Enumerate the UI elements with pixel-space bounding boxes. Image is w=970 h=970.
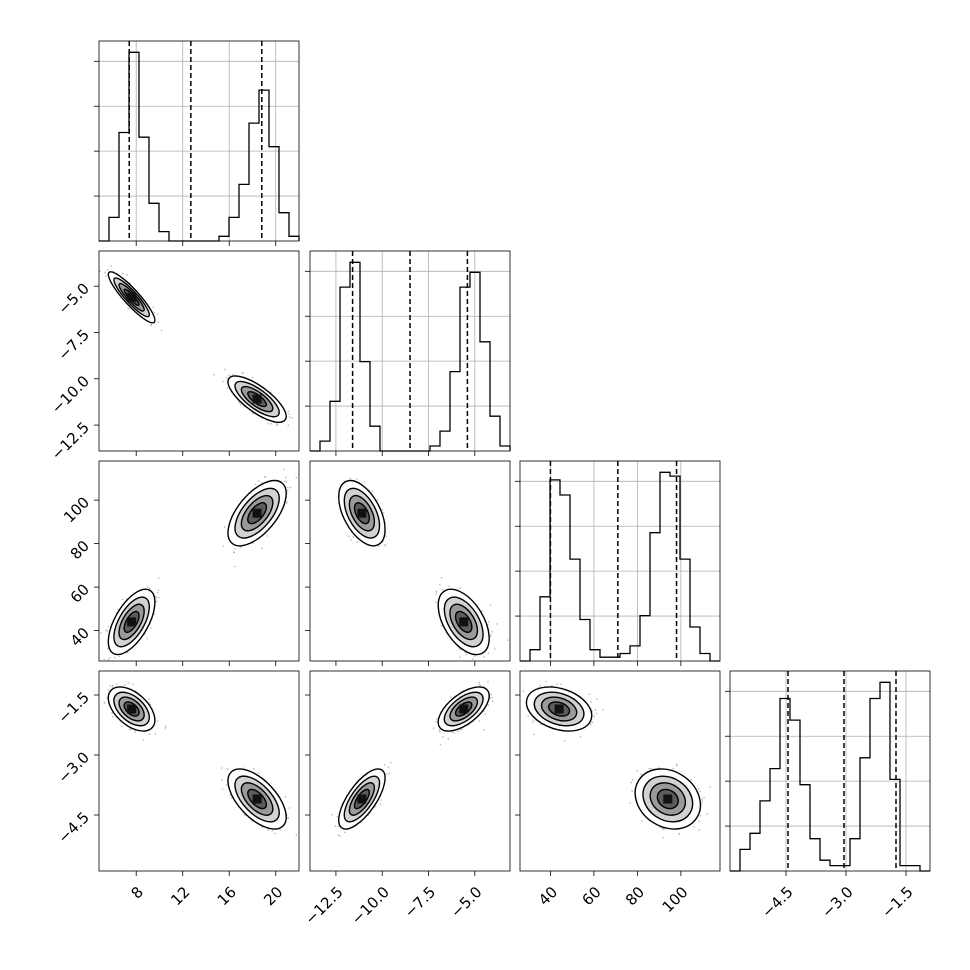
x-tick-label: 8 bbox=[127, 883, 146, 902]
x-tick-label: 100 bbox=[659, 883, 692, 916]
density-peak bbox=[459, 704, 469, 714]
density-peak bbox=[127, 292, 137, 302]
x-tick-label: 16 bbox=[214, 883, 240, 909]
density-peak bbox=[252, 794, 262, 804]
y-tick-label: −4.5 bbox=[55, 808, 93, 846]
x-tick-label: −4.5 bbox=[758, 883, 796, 921]
panel-frame bbox=[98, 670, 300, 872]
y-tick-label: −7.5 bbox=[55, 326, 93, 364]
density-peak bbox=[252, 394, 262, 404]
panel-3-2 bbox=[519, 670, 721, 872]
hist-panel-1 bbox=[305, 250, 511, 452]
density-peak bbox=[357, 794, 367, 804]
density-peak bbox=[663, 794, 673, 804]
hist-panel-0 bbox=[94, 40, 300, 242]
x-tick-label: −7.5 bbox=[401, 883, 439, 921]
panel-frame bbox=[98, 250, 300, 452]
y-tick-label: −12.5 bbox=[48, 418, 93, 463]
x-tick-label: 40 bbox=[535, 883, 561, 909]
panel-frame bbox=[309, 670, 511, 872]
y-tick-label: −1.5 bbox=[55, 688, 93, 726]
x-tick-label: 20 bbox=[260, 883, 286, 909]
panel-2-0 bbox=[98, 460, 300, 662]
y-tick-label: 60 bbox=[67, 580, 93, 606]
density-peak bbox=[252, 508, 262, 518]
panel-3-0 bbox=[98, 670, 300, 872]
x-tick-label: −1.5 bbox=[878, 883, 916, 921]
y-tick-label: −5.0 bbox=[55, 279, 93, 317]
y-tick-label: −3.0 bbox=[55, 748, 93, 786]
x-tick-label: −10.0 bbox=[348, 883, 393, 928]
panel-frame bbox=[519, 460, 721, 662]
x-tick-label: 12 bbox=[167, 883, 193, 909]
density-peak bbox=[357, 508, 367, 518]
hist-panel-2 bbox=[515, 460, 721, 662]
panel-frame bbox=[309, 460, 511, 662]
panel-2-1 bbox=[309, 460, 511, 662]
x-tick-label: −5.0 bbox=[447, 883, 485, 921]
hist-panel-3 bbox=[725, 670, 931, 872]
panel-frame bbox=[519, 670, 721, 872]
y-tick-label: 100 bbox=[60, 493, 93, 526]
histogram-step bbox=[520, 471, 720, 662]
y-tick-label: −10.0 bbox=[48, 372, 93, 417]
density-peak bbox=[127, 617, 137, 627]
x-tick-label: 80 bbox=[622, 883, 648, 909]
density-peak bbox=[127, 704, 137, 714]
panel-1-0 bbox=[98, 250, 300, 452]
density-peak bbox=[554, 704, 564, 714]
density-peak bbox=[459, 617, 469, 627]
x-tick-label: −12.5 bbox=[301, 883, 346, 928]
panel-frame bbox=[98, 40, 300, 242]
y-tick-label: 80 bbox=[67, 537, 93, 563]
panel-frame bbox=[729, 670, 931, 872]
panel-3-1 bbox=[309, 670, 511, 872]
histogram-step bbox=[730, 681, 930, 872]
panel-frame bbox=[309, 250, 511, 452]
x-tick-label: 60 bbox=[578, 883, 604, 909]
x-tick-label: −3.0 bbox=[818, 883, 856, 921]
y-tick-label: 40 bbox=[67, 624, 93, 650]
panel-frame bbox=[98, 460, 300, 662]
